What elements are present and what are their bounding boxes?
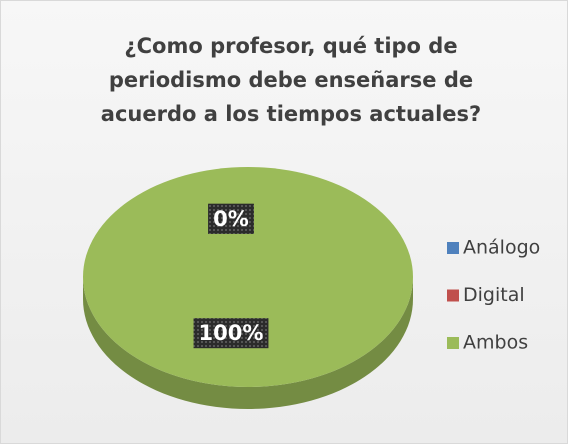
data-label: 100% — [199, 321, 264, 345]
legend-label: Análogo — [463, 237, 540, 259]
legend-swatch — [447, 289, 459, 302]
chart-title: ¿Como profesor, qué tipo de periodismo d… — [100, 34, 482, 126]
data-label-box — [208, 203, 254, 234]
data-label: 0% — [213, 207, 249, 231]
legend-label: Ambos — [463, 332, 528, 354]
pie-side — [83, 277, 413, 409]
legend-swatch — [447, 242, 459, 254]
legend-label: Digital — [463, 284, 525, 306]
legend-swatch — [447, 337, 459, 349]
data-label-box — [193, 318, 269, 349]
pie-slice — [83, 167, 413, 387]
